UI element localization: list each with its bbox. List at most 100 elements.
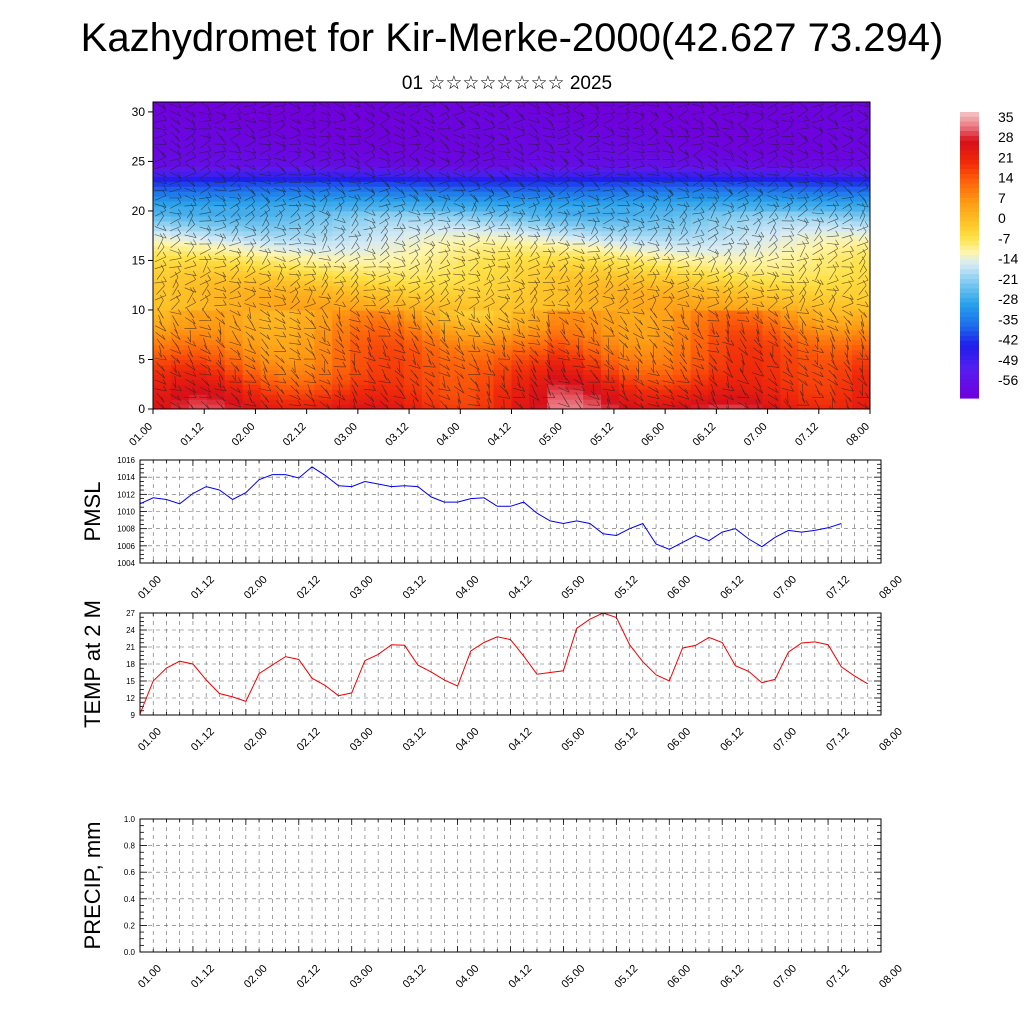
temperature-cell — [565, 141, 584, 148]
temperature-cell — [708, 280, 728, 286]
wind-barb-tick — [222, 146, 227, 152]
temperature-cell — [726, 121, 746, 128]
wind-barb — [273, 380, 286, 384]
wind-barb-tick — [222, 195, 226, 202]
wind-barb — [529, 162, 539, 172]
temperature-cell — [421, 151, 441, 158]
wind-barb — [517, 376, 521, 389]
wind-barb — [277, 268, 283, 281]
temperature-cell — [368, 102, 387, 108]
temperature-cell — [188, 102, 208, 108]
wind-barb — [514, 239, 523, 249]
temperature-cell — [475, 379, 495, 385]
temperature-cell — [170, 260, 190, 267]
wind-barb — [319, 301, 331, 309]
temperature-cell — [726, 374, 746, 380]
wind-barb-tick — [397, 329, 402, 335]
wind-barb-tick — [236, 173, 241, 180]
wind-barb-tick — [610, 364, 615, 370]
wind-barb — [559, 154, 568, 165]
temperature-cell — [170, 171, 190, 177]
temperature-cell — [224, 285, 244, 291]
temperature-cell — [852, 196, 870, 202]
wind-barb — [363, 273, 376, 277]
temperature-cell — [296, 290, 315, 296]
temperature-cell — [242, 111, 262, 118]
wind-barb-tick — [161, 334, 166, 340]
temperature-cell — [690, 260, 710, 267]
wind-barb-tick — [282, 331, 287, 338]
wind-barb-tick — [207, 364, 211, 371]
wind-barb — [245, 254, 255, 265]
temperature-cell — [529, 280, 548, 286]
temperature-cell — [206, 290, 226, 296]
temperature-cell — [690, 404, 710, 409]
temperature-cell — [296, 329, 315, 336]
wind-barb — [305, 316, 315, 326]
temperature-cell — [457, 215, 477, 222]
temperature-cell — [511, 186, 531, 192]
wind-barb — [408, 134, 421, 139]
wind-barb-tick — [488, 367, 492, 373]
temperature-cell — [457, 181, 477, 187]
wind-barb — [438, 303, 451, 308]
temperature-cell — [780, 102, 799, 108]
wind-barb — [483, 134, 495, 140]
temperature-cell — [601, 319, 620, 326]
temperature-cell — [296, 384, 315, 390]
temperature-cell — [511, 141, 531, 148]
wind-barb-tick — [326, 189, 330, 195]
wind-barb — [603, 285, 614, 295]
wind-barb-tick — [596, 246, 600, 252]
wind-barb — [573, 118, 585, 124]
temperature-cell — [834, 111, 853, 118]
wind-barb — [334, 232, 345, 241]
wind-barb-tick — [430, 112, 434, 118]
temperature-cell — [260, 374, 280, 380]
temperature-cell — [852, 131, 870, 138]
temperature-cell — [170, 344, 190, 351]
temperature-cell — [493, 280, 513, 286]
temperature-cell — [386, 116, 405, 123]
wind-barb — [363, 149, 376, 155]
wind-barb — [334, 149, 346, 155]
wind-barb-tick — [357, 369, 361, 376]
temperature-cell — [206, 374, 226, 380]
wind-barb — [349, 155, 360, 164]
temperature-cell — [493, 359, 513, 366]
temperature-cell — [816, 230, 835, 237]
temperature-cell — [206, 126, 226, 133]
temperature-cell — [368, 349, 387, 356]
temperature-cell — [511, 240, 531, 247]
temperature-cell — [188, 374, 208, 380]
temperature-cell — [314, 121, 333, 128]
temperature-cell — [744, 225, 764, 232]
temperature-cell — [421, 349, 441, 356]
wind-barb — [274, 110, 286, 117]
wind-barb-tick — [234, 225, 239, 232]
wind-barb — [169, 212, 182, 215]
wind-barb-tick — [222, 214, 227, 221]
wind-barb — [259, 120, 272, 123]
wind-barb-tick — [192, 260, 197, 266]
temperature-cell — [619, 305, 638, 311]
temperature-cell — [224, 205, 244, 212]
temperature-cell — [296, 275, 315, 281]
temperature-cell — [475, 215, 495, 222]
wind-barb-tick — [534, 381, 538, 387]
temperature-cell — [583, 324, 602, 331]
wind-barb — [186, 208, 195, 219]
wind-barb-tick — [327, 103, 331, 109]
temperature-cell — [475, 136, 495, 143]
wind-barb-tick — [250, 249, 255, 255]
wind-barb — [350, 277, 359, 288]
wind-barb-tick — [160, 343, 165, 349]
wind-barb — [441, 230, 448, 242]
wind-barb — [349, 247, 360, 256]
wind-barb-tick — [221, 319, 226, 325]
wind-barb-tick — [534, 166, 539, 172]
wind-barb-tick — [491, 260, 496, 266]
temperature-cell — [583, 369, 602, 375]
temperature-cell — [296, 324, 315, 331]
temperature-cell — [153, 225, 172, 232]
